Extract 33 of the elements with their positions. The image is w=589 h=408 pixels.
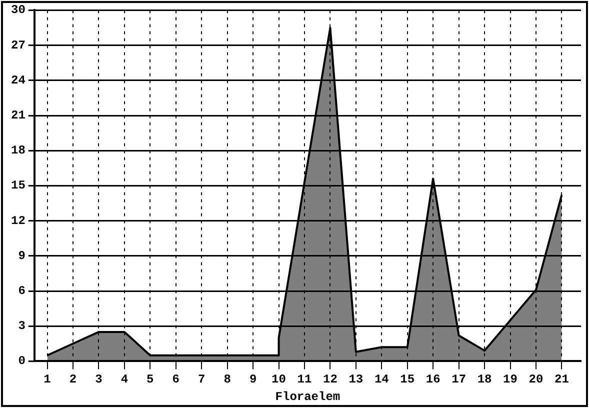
x-tick-label: 5 [146,372,154,386]
x-tick-label: 21 [554,372,569,386]
x-tick-label: 6 [172,372,180,386]
y-tick-label: 15 [10,178,26,193]
y-tick-label: 24 [10,73,26,88]
x-tick-label: 17 [452,372,466,386]
x-tick-label: 2 [69,372,77,386]
x-tick-label: 14 [374,372,389,386]
x-tick-label: 20 [528,372,544,386]
x-tick-label: 10 [272,372,286,386]
x-tick-label: 12 [323,372,338,386]
x-tick-label: 18 [477,372,492,386]
y-tick-label: 21 [10,108,26,123]
x-tick-label: 15 [400,372,415,386]
x-tick-label: 7 [198,372,206,386]
x-tick-label: 1 [44,372,51,386]
x-tick-label: 16 [426,372,440,386]
x-tick-label: 9 [249,372,257,386]
x-tick-label: 19 [503,372,518,386]
y-tick-label: 9 [18,248,26,263]
y-tick-label: 18 [10,144,26,158]
y-tick-label: 30 [10,3,26,18]
x-tick-label: 13 [348,372,364,386]
x-tick-label: 3 [95,372,102,386]
y-tick-label: 12 [10,214,26,228]
y-tick-label: 27 [10,38,26,52]
x-tick-label: 4 [120,372,128,386]
x-tick-label: 8 [224,372,231,386]
y-tick-label: 0 [18,354,26,368]
x-tick-label: 11 [297,372,312,386]
y-tick-label: 3 [18,319,26,334]
x-axis-title: Floraelem [275,390,340,404]
y-tick-label: 6 [18,284,26,298]
